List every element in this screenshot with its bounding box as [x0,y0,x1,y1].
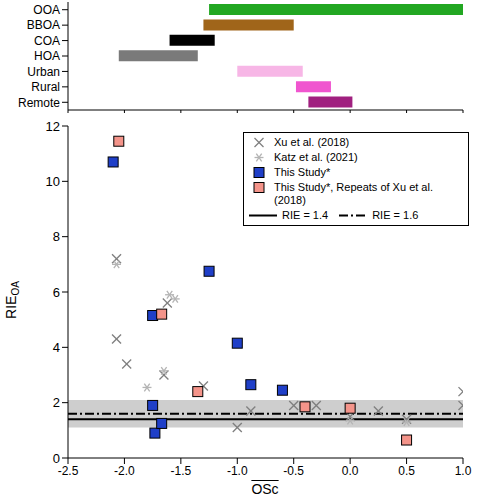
svg-text:Rural: Rural [31,80,60,94]
svg-text:BBOA: BBOA [27,18,60,32]
svg-text:-2.0: -2.0 [114,464,135,478]
html-text:RIE: RIE [2,295,19,319]
svg-text:10: 10 [46,174,60,189]
svg-text:Urban: Urban [27,65,60,79]
svg-text:4: 4 [53,340,60,355]
svg-text:-1.5: -1.5 [171,464,192,478]
html-text:OA: OA [10,281,22,296]
svg-text:-1.0: -1.0 [227,464,248,478]
html-text:RIE = 1.6: RIE = 1.6 [372,209,419,221]
svg-text:12: 12 [46,119,60,134]
svg-text:Remote: Remote [18,96,60,110]
svg-text:OOA: OOA [33,3,60,17]
html-text:OSc: OSc [251,481,279,497]
svg-text:-0.5: -0.5 [283,464,304,478]
svg-text:1.0: 1.0 [455,464,472,478]
svg-text:COA: COA [34,34,60,48]
html-text:This Study*, Repeats of Xu et: This Study*, Repeats of Xu et al. (2018) [274,181,433,206]
html-text:RIE = 1.4: RIE = 1.4 [282,209,329,221]
svg-text:8: 8 [53,229,60,244]
svg-text:-2.5: -2.5 [58,464,79,478]
svg-text:HOA: HOA [34,49,60,63]
html-text:Katz et al. (2021): Katz et al. (2021) [274,151,358,163]
svg-text:2: 2 [53,395,60,410]
svg-text:6: 6 [53,285,60,300]
html-text:Xu et al. (2018): Xu et al. (2018) [274,136,350,148]
svg-text:0.5: 0.5 [398,464,415,478]
html-text:This Study*: This Study* [274,166,331,178]
svg-text:0: 0 [53,451,60,466]
svg-text:0.0: 0.0 [342,464,359,478]
